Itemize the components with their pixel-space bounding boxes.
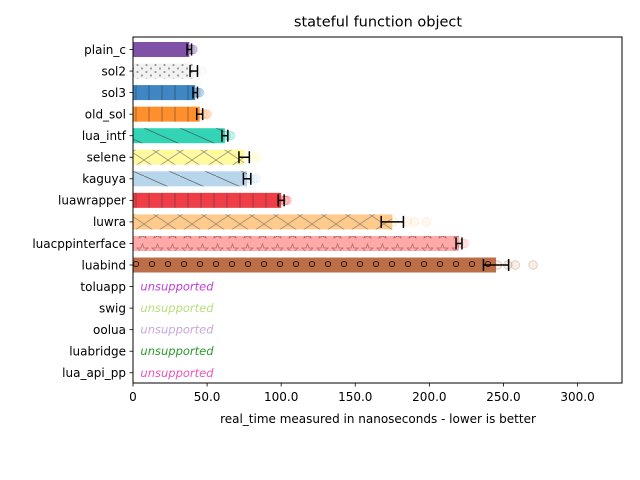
y-tick-label-lua-api-pp: lua_api_pp bbox=[62, 366, 126, 380]
x-tick-label-200: 200.0 bbox=[412, 390, 446, 404]
x-axis-label: real_time measured in nanoseconds - lowe… bbox=[220, 412, 536, 426]
bar-hatch-luacppinterface bbox=[133, 235, 459, 251]
bar-hatch-luawrapper bbox=[133, 192, 282, 208]
sample-point-luwra-2 bbox=[409, 217, 420, 227]
x-axis: 0 50.0 100.0 150.0 200.0 250.0 300.0 bbox=[129, 383, 595, 404]
bar-hatch-selene bbox=[133, 149, 245, 165]
unsupported-label-swig: unsupported bbox=[140, 301, 214, 315]
unsupported-label-oolua: unsupported bbox=[140, 323, 214, 337]
x-tick-label-300: 300.0 bbox=[560, 390, 594, 404]
chart-title: stateful function object bbox=[294, 15, 463, 31]
y-tick-label-kaguya: kaguya bbox=[82, 172, 126, 186]
sample-point-kaguya-3 bbox=[251, 174, 261, 184]
sample-point-sol2-3 bbox=[197, 66, 208, 76]
x-tick-label-100: 100.0 bbox=[264, 390, 298, 404]
plot-frame bbox=[132, 36, 623, 384]
sample-point-selene-3 bbox=[252, 152, 263, 162]
y-tick-label-sol3: sol3 bbox=[101, 86, 126, 100]
y-tick-label-luacppinterface: luacppinterface bbox=[32, 237, 126, 251]
bar-hatch-lua-intf bbox=[133, 128, 225, 144]
y-tick-label-old-sol: old_sol bbox=[85, 107, 126, 121]
y-tick-label-selene: selene bbox=[87, 151, 126, 165]
bar-plain-c bbox=[133, 42, 190, 57]
unsupported-label-luabridge: unsupported bbox=[140, 344, 214, 358]
x-tick-label-250: 250.0 bbox=[486, 390, 520, 404]
x-tick-label-50: 50.0 bbox=[194, 390, 221, 404]
y-tick-label-sol2: sol2 bbox=[101, 64, 126, 78]
sample-point-luwra-3 bbox=[421, 217, 432, 227]
unsupported-label-toluapp: unsupported bbox=[140, 280, 214, 294]
bar-hatch-sol3 bbox=[133, 85, 196, 101]
y-tick-label-luawrapper: luawrapper bbox=[58, 194, 126, 208]
sample-point-luabind-3 bbox=[528, 260, 538, 270]
plot-area: unsupported unsupported unsupported unsuppo… bbox=[133, 42, 538, 380]
y-tick-label-plain-c: plain_c bbox=[84, 43, 126, 57]
y-tick-label-oolua: oolua bbox=[93, 323, 126, 337]
x-tick-label-150: 150.0 bbox=[338, 390, 372, 404]
sample-point-luabind-2 bbox=[510, 260, 521, 270]
bar-hatch-luwra bbox=[133, 214, 393, 230]
y-tick-label-toluapp: toluapp bbox=[80, 280, 126, 294]
sample-point-old-sol-3 bbox=[202, 109, 212, 119]
bar-hatch-sol2 bbox=[133, 63, 194, 79]
bar-hatch-old-sol bbox=[133, 106, 200, 122]
sample-point-selene-2 bbox=[249, 152, 260, 162]
y-tick-label-luabind: luabind bbox=[82, 258, 126, 272]
y-tick-label-lua-intf: lua_intf bbox=[82, 129, 127, 143]
y-tick-label-swig: swig bbox=[99, 301, 126, 315]
bar-hatch-luabind bbox=[133, 257, 497, 273]
bar-hatch-kaguya bbox=[133, 171, 248, 187]
x-tick-label-0: 0 bbox=[129, 390, 137, 404]
y-tick-label-luabridge: luabridge bbox=[69, 345, 126, 359]
y-tick-label-luwra: luwra bbox=[93, 215, 126, 229]
unsupported-label-lua-api-pp: unsupported bbox=[140, 366, 214, 380]
